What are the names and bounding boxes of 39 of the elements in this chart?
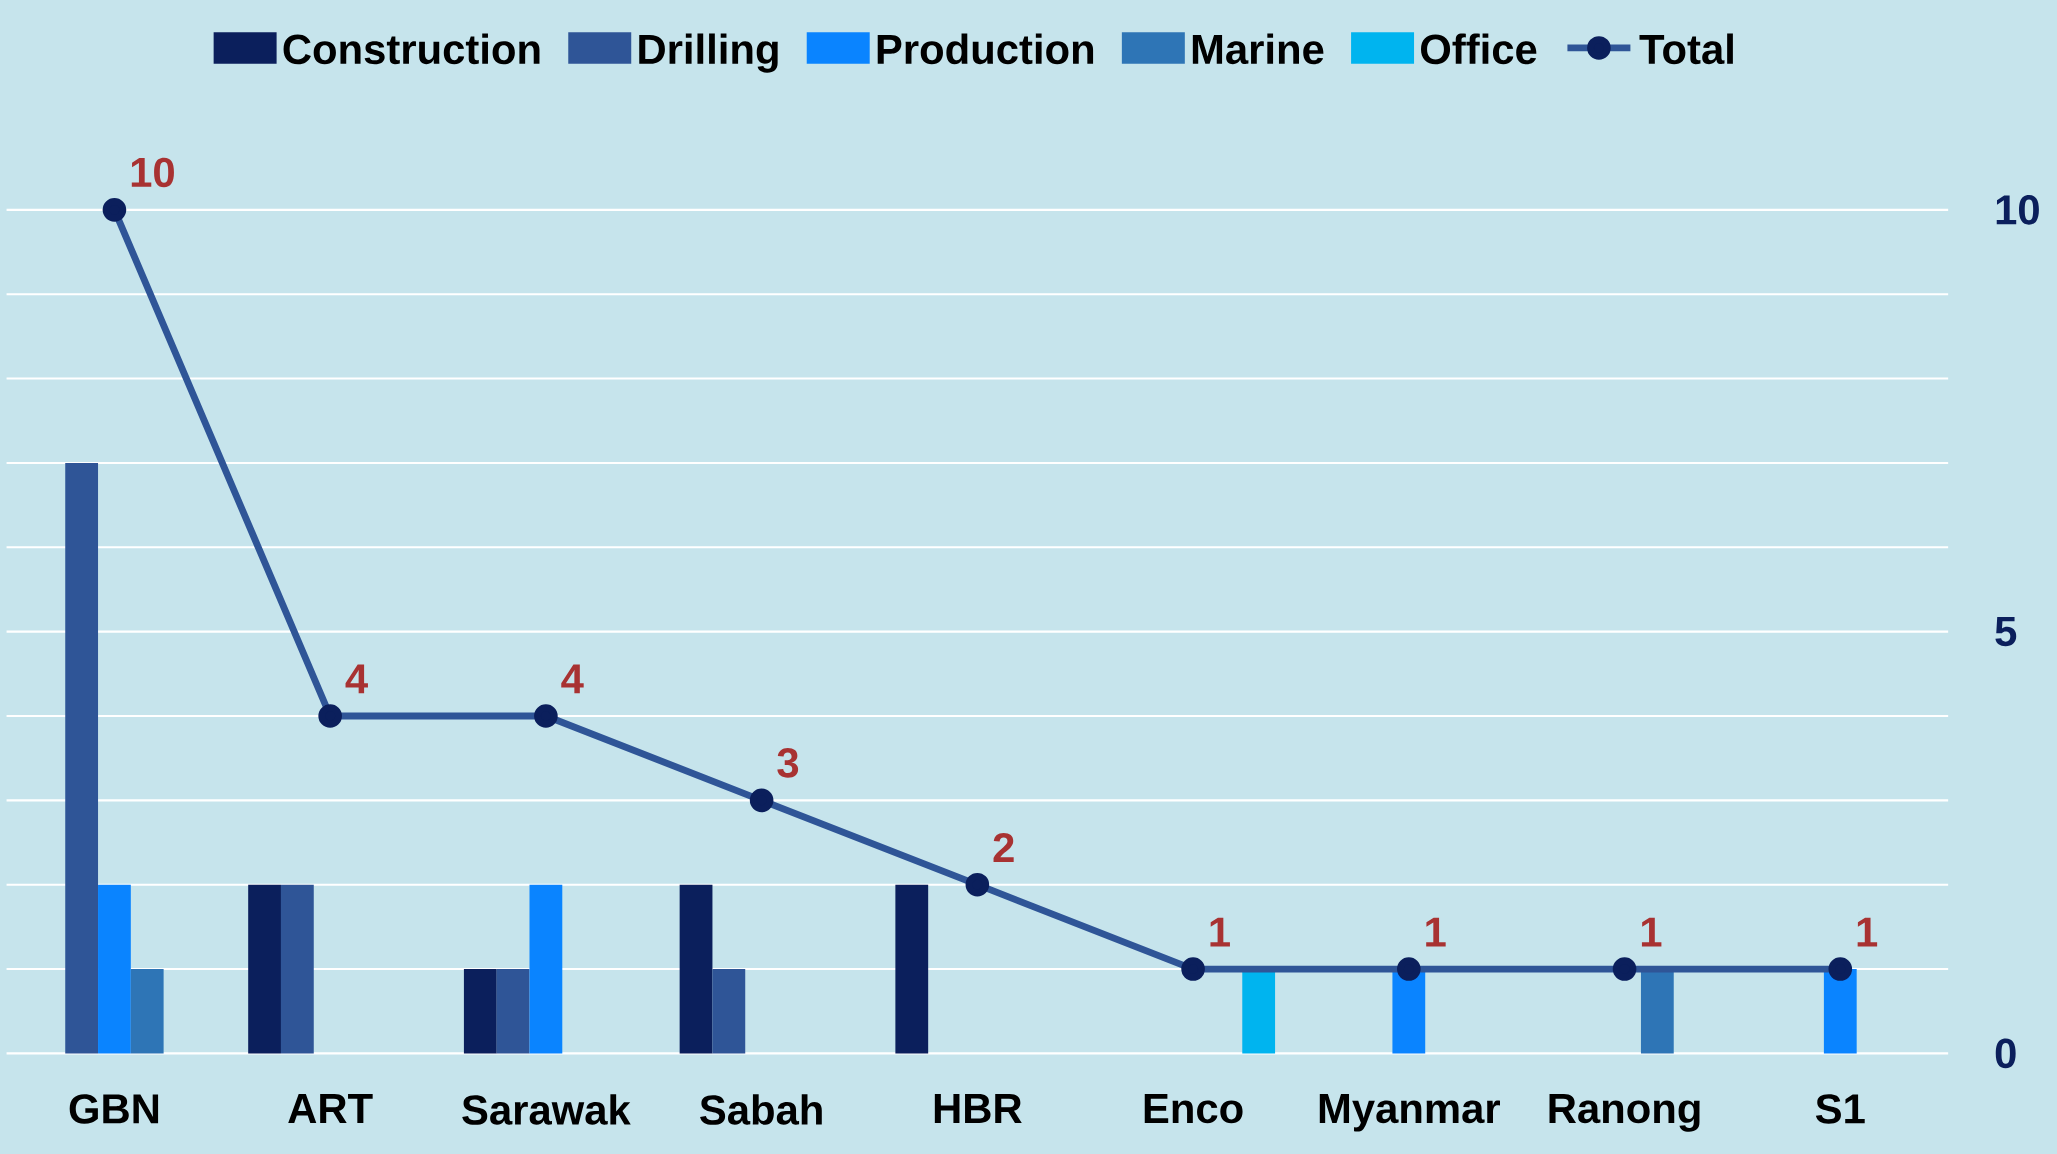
legend-label: Marine <box>1192 33 1324 64</box>
data-label: 2 <box>993 832 1014 862</box>
bar <box>463 968 497 1054</box>
data-label: 4 <box>561 664 584 694</box>
x-tick-label: GBN <box>69 1093 159 1124</box>
x-tick-label: Sarawak <box>462 1093 631 1125</box>
legend-label: Drilling <box>639 33 778 73</box>
legend-label: Office <box>1421 33 1537 64</box>
data-label: 1 <box>1426 917 1446 947</box>
x-tick-label: Myanmar <box>1319 1093 1500 1132</box>
legend-label: Production <box>877 33 1094 64</box>
bar <box>529 884 563 1054</box>
x-tick-label: S1 <box>1815 1093 1865 1124</box>
y-tick-label: 10 <box>1996 194 2039 225</box>
legend-label: Total <box>1639 33 1733 64</box>
x-tick-label: HBR <box>934 1093 1022 1123</box>
bar <box>496 968 530 1054</box>
bar <box>679 884 713 1054</box>
bar <box>1823 968 1857 1054</box>
x-tick-label: Sabah <box>700 1093 822 1125</box>
data-label: 10 <box>131 157 174 188</box>
bar <box>98 884 131 1054</box>
bar <box>280 884 314 1054</box>
bar <box>712 968 746 1054</box>
bar <box>895 884 929 1054</box>
data-label: 1 <box>1857 917 1878 947</box>
legend-label: Construction <box>283 33 540 64</box>
x-tick-label: Ranong <box>1549 1093 1700 1132</box>
data-label: 4 <box>345 664 368 694</box>
x-tick-label: Enco <box>1144 1093 1243 1124</box>
data-label: 1 <box>1641 917 1662 947</box>
bar <box>248 884 281 1054</box>
x-tick-label: ART <box>288 1093 373 1123</box>
data-label: 1 <box>1210 917 1230 947</box>
bar <box>65 462 99 1054</box>
data-label: 3 <box>777 747 799 778</box>
bar <box>130 968 164 1054</box>
y-tick-label: 0 <box>1995 1038 2016 1069</box>
y-tick-label: 5 <box>1995 616 2017 647</box>
